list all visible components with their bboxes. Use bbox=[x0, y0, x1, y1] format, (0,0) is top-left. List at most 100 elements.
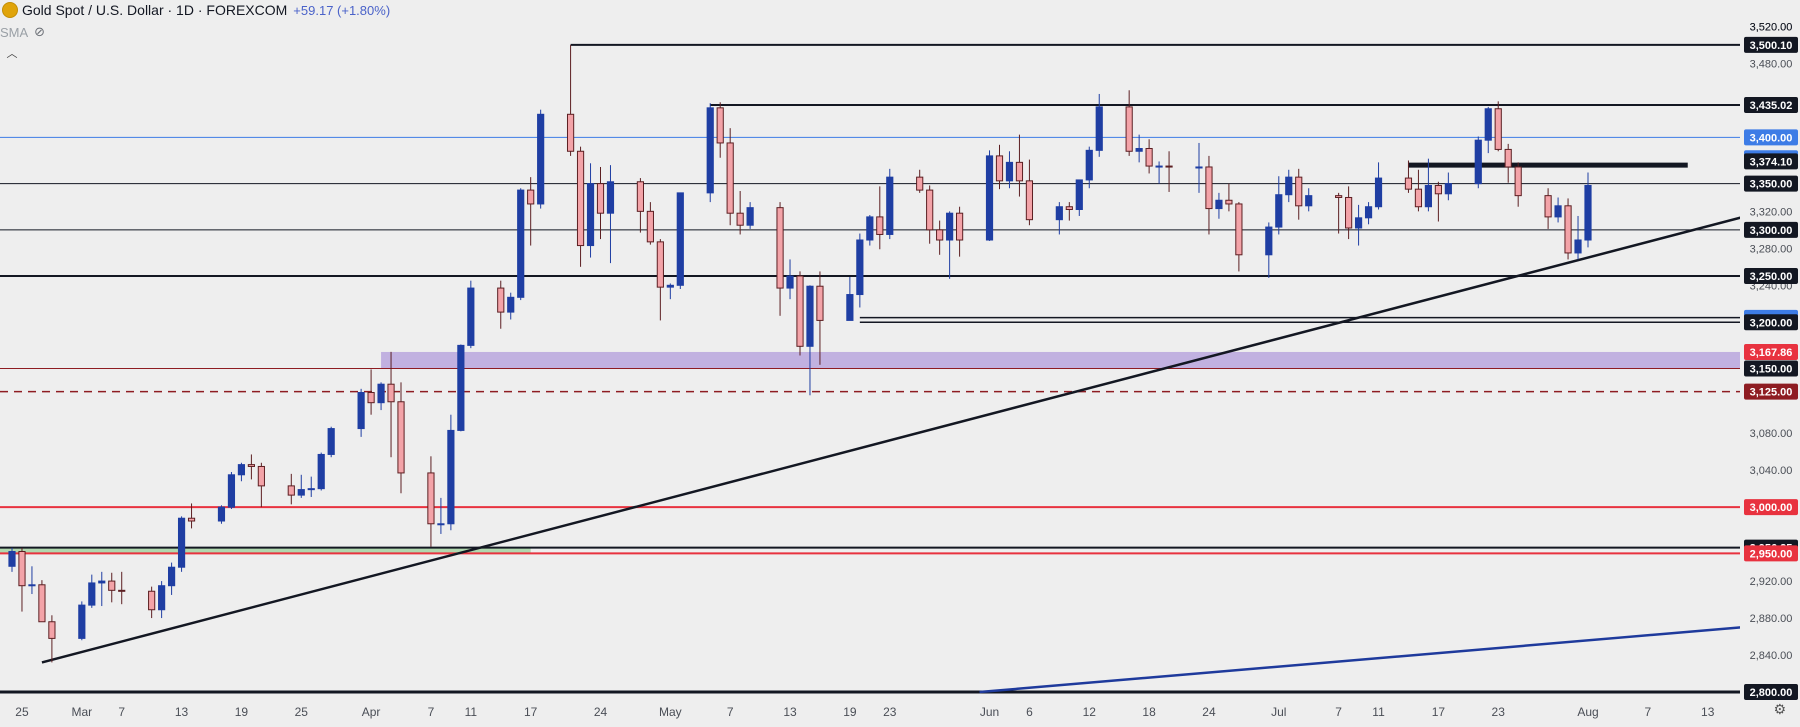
candle[interactable] bbox=[846, 276, 854, 321]
candle[interactable] bbox=[1404, 160, 1413, 193]
candle[interactable] bbox=[217, 505, 226, 524]
candle[interactable] bbox=[1215, 192, 1223, 219]
candle[interactable] bbox=[1434, 181, 1442, 222]
candle[interactable] bbox=[177, 516, 186, 572]
candle[interactable] bbox=[1474, 136, 1482, 189]
candle[interactable] bbox=[876, 186, 884, 250]
candle[interactable] bbox=[776, 202, 784, 316]
candle[interactable] bbox=[427, 456, 435, 547]
candle[interactable] bbox=[18, 547, 26, 612]
candle[interactable] bbox=[916, 169, 924, 193]
candle[interactable] bbox=[307, 476, 315, 497]
candle[interactable] bbox=[1205, 155, 1213, 235]
candle[interactable] bbox=[1554, 197, 1562, 223]
candle[interactable] bbox=[28, 566, 36, 595]
candle[interactable] bbox=[786, 259, 794, 300]
candle[interactable] bbox=[646, 202, 654, 245]
candle[interactable] bbox=[168, 562, 176, 595]
candle[interactable] bbox=[1504, 143, 1512, 183]
candle[interactable] bbox=[576, 146, 585, 267]
candle[interactable] bbox=[1584, 172, 1592, 248]
candle[interactable] bbox=[98, 571, 106, 607]
candle[interactable] bbox=[1065, 202, 1073, 221]
candle[interactable] bbox=[1484, 106, 1492, 154]
eye-hidden-icon[interactable]: ⊘ bbox=[34, 24, 46, 39]
candle[interactable] bbox=[1235, 202, 1243, 272]
candle[interactable] bbox=[1514, 162, 1522, 207]
candle[interactable] bbox=[1295, 168, 1303, 220]
candle[interactable] bbox=[397, 382, 405, 494]
candle[interactable] bbox=[108, 572, 116, 603]
candle[interactable] bbox=[78, 601, 86, 641]
candle[interactable] bbox=[1345, 186, 1353, 240]
candle[interactable] bbox=[457, 344, 465, 432]
candle[interactable] bbox=[467, 280, 475, 349]
candle[interactable] bbox=[1165, 151, 1173, 192]
candle[interactable] bbox=[257, 462, 265, 508]
candle[interactable] bbox=[1135, 134, 1143, 163]
symbol-title[interactable]: Gold Spot / U.S. Dollar · 1D · FOREXCOM bbox=[22, 2, 288, 18]
candle[interactable] bbox=[158, 581, 166, 619]
candle[interactable] bbox=[1005, 151, 1014, 189]
candle[interactable] bbox=[507, 292, 515, 320]
candle[interactable] bbox=[1275, 176, 1283, 235]
candle[interactable] bbox=[995, 144, 1004, 190]
candle[interactable] bbox=[1424, 158, 1432, 212]
candle[interactable] bbox=[566, 44, 575, 156]
candle[interactable] bbox=[1265, 222, 1273, 278]
candle[interactable] bbox=[1564, 198, 1572, 260]
candle[interactable] bbox=[806, 285, 814, 396]
candle[interactable] bbox=[726, 128, 734, 226]
candle[interactable] bbox=[148, 586, 156, 619]
candle[interactable] bbox=[1155, 161, 1163, 184]
candle[interactable] bbox=[636, 178, 644, 233]
candle[interactable] bbox=[1095, 93, 1103, 157]
candle[interactable] bbox=[866, 215, 874, 246]
candle[interactable] bbox=[816, 271, 824, 365]
candle[interactable] bbox=[796, 271, 804, 356]
candle[interactable] bbox=[367, 369, 375, 415]
candle[interactable] bbox=[357, 388, 365, 437]
candle[interactable] bbox=[1414, 169, 1423, 212]
candle[interactable] bbox=[606, 165, 615, 264]
candle[interactable] bbox=[1354, 204, 1363, 246]
candle[interactable] bbox=[437, 497, 445, 534]
candle[interactable] bbox=[1335, 192, 1343, 234]
gear-icon[interactable]: ⚙ bbox=[1773, 701, 1786, 717]
candle[interactable] bbox=[666, 283, 674, 300]
candle[interactable] bbox=[676, 192, 684, 289]
candle[interactable] bbox=[1085, 146, 1093, 189]
candle[interactable] bbox=[1125, 90, 1133, 156]
candle[interactable] bbox=[985, 150, 994, 241]
candle[interactable] bbox=[1374, 162, 1383, 210]
candle[interactable] bbox=[946, 211, 954, 279]
candle[interactable] bbox=[716, 102, 724, 158]
candle[interactable] bbox=[297, 474, 305, 498]
candle[interactable] bbox=[1075, 179, 1083, 216]
candle[interactable] bbox=[596, 166, 605, 240]
candle[interactable] bbox=[656, 239, 664, 321]
candle[interactable] bbox=[1444, 172, 1452, 201]
candle[interactable] bbox=[447, 414, 455, 531]
candle[interactable] bbox=[497, 280, 505, 329]
candle[interactable] bbox=[327, 426, 335, 458]
candle[interactable] bbox=[1544, 188, 1552, 229]
candle[interactable] bbox=[1305, 188, 1313, 212]
candle[interactable] bbox=[1025, 159, 1034, 226]
candle[interactable] bbox=[247, 454, 255, 480]
candle[interactable] bbox=[1494, 101, 1502, 152]
candle[interactable] bbox=[746, 202, 754, 229]
candle[interactable] bbox=[38, 580, 46, 623]
candle[interactable] bbox=[387, 351, 395, 458]
candle[interactable] bbox=[936, 220, 944, 255]
candle[interactable] bbox=[1225, 183, 1233, 212]
candle[interactable] bbox=[377, 382, 385, 411]
candle[interactable] bbox=[956, 206, 964, 257]
candle[interactable] bbox=[1364, 202, 1373, 225]
candle[interactable] bbox=[706, 103, 714, 203]
candle[interactable] bbox=[1055, 202, 1063, 235]
candle[interactable] bbox=[118, 571, 126, 605]
candle[interactable] bbox=[736, 191, 744, 235]
